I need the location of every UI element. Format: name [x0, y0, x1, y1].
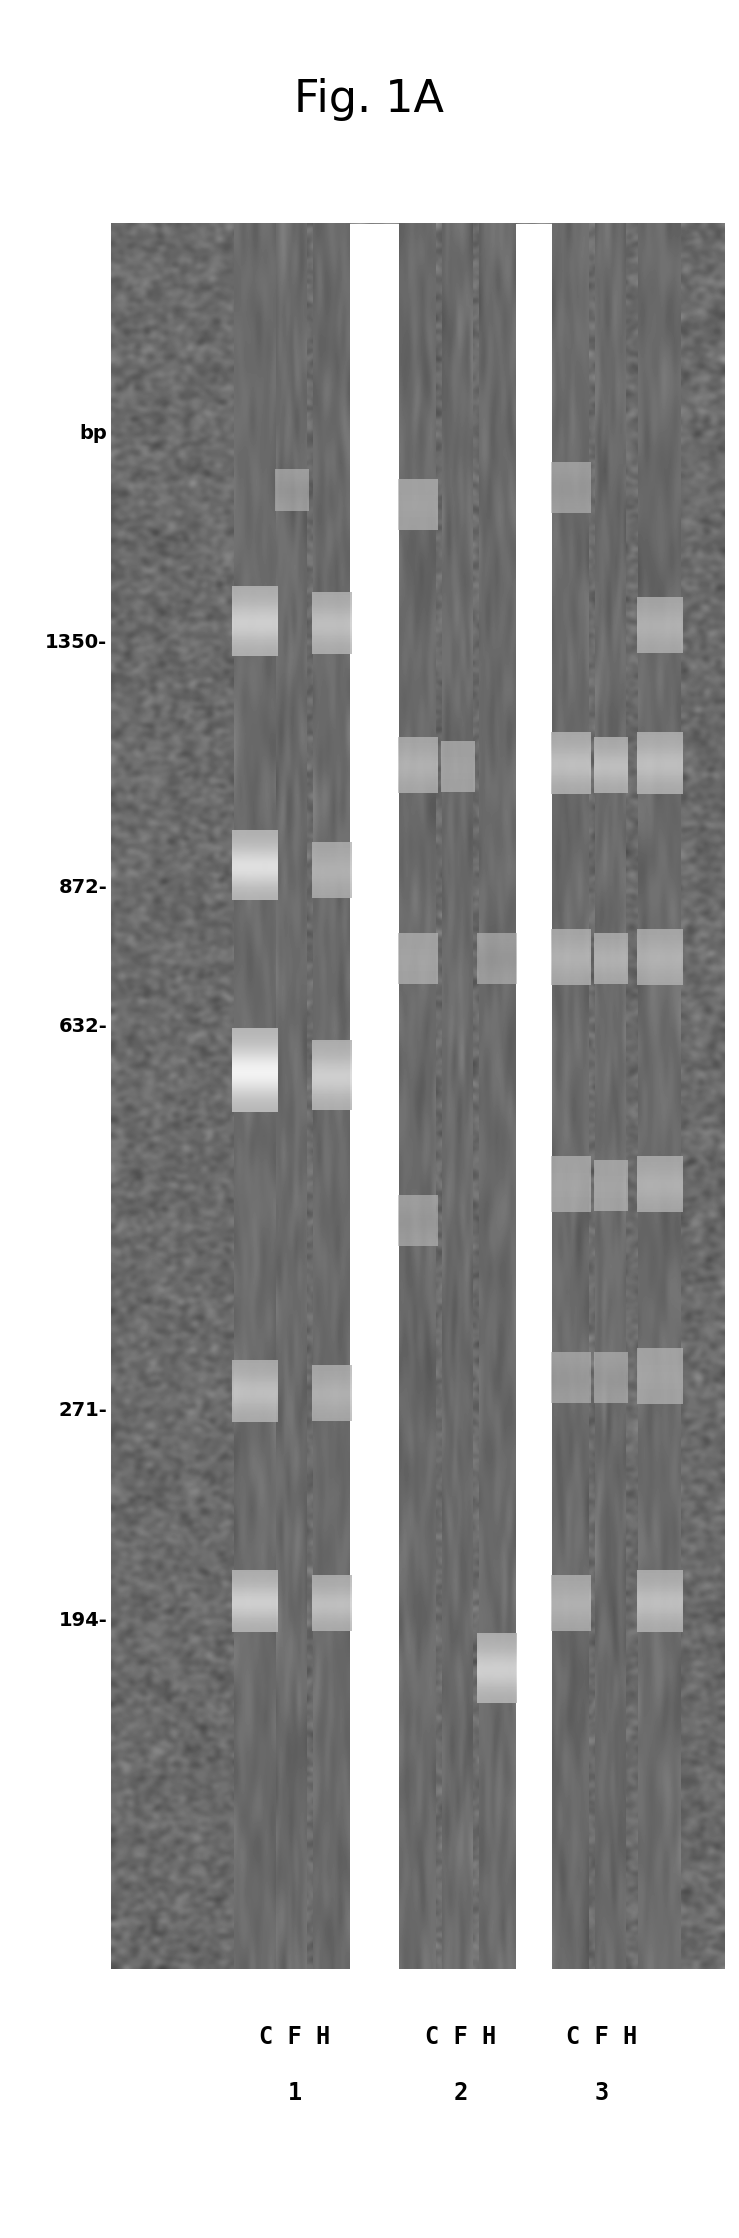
Text: 632-: 632-	[58, 1018, 107, 1036]
Text: C F H: C F H	[566, 2025, 637, 2050]
Text: 1350-: 1350-	[45, 633, 107, 651]
Text: bp: bp	[79, 423, 107, 443]
Text: C F H: C F H	[259, 2025, 330, 2050]
Text: 3: 3	[594, 2081, 609, 2106]
Text: 194-: 194-	[58, 1611, 107, 1629]
Text: Fig. 1A: Fig. 1A	[295, 78, 444, 121]
Text: 1: 1	[287, 2081, 302, 2106]
Text: 271-: 271-	[58, 1401, 107, 1421]
Text: 872-: 872-	[58, 877, 107, 897]
Text: C F H: C F H	[425, 2025, 496, 2050]
Text: 2: 2	[453, 2081, 468, 2106]
